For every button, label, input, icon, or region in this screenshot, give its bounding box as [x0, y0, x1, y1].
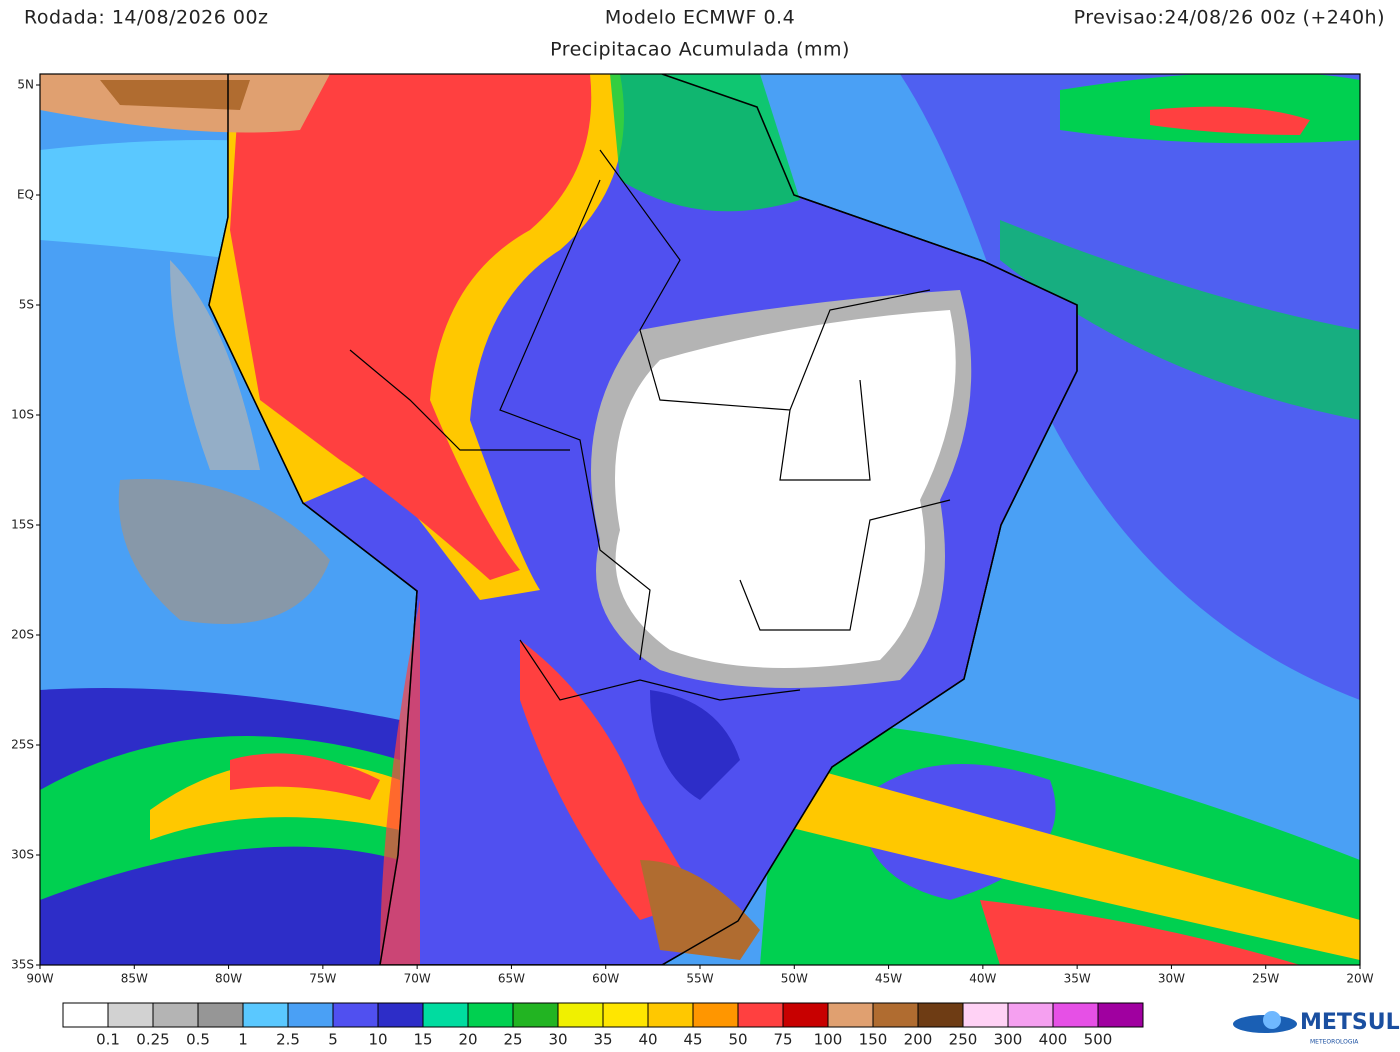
legend-swatch	[872, 1002, 919, 1028]
lon-label: 75W	[309, 972, 336, 986]
lon-label: 35W	[1064, 972, 1091, 986]
legend-label: 15	[413, 1031, 432, 1049]
legend-swatch	[332, 1002, 379, 1028]
legend-label: 0.25	[136, 1031, 169, 1049]
legend-label: 2.5	[276, 1031, 300, 1049]
legend-swatch	[827, 1002, 874, 1028]
lon-label: 70W	[404, 972, 431, 986]
lon-label: 50W	[781, 972, 808, 986]
lon-label: 40W	[969, 972, 996, 986]
legend-swatch	[287, 1002, 334, 1028]
lat-label: 10S	[11, 408, 34, 422]
legend-label: 75	[773, 1031, 792, 1049]
legend-swatch	[242, 1002, 289, 1028]
legend-label: 30	[548, 1031, 567, 1049]
legend-swatch	[1097, 1002, 1144, 1028]
legend-swatch	[107, 1002, 154, 1028]
legend-label: 35	[593, 1031, 612, 1049]
legend-swatch	[1007, 1002, 1054, 1028]
logo-globe	[1263, 1011, 1281, 1029]
legend-label: 50	[728, 1031, 747, 1049]
legend-swatch	[422, 1002, 469, 1028]
legend-swatch	[647, 1002, 694, 1028]
legend-label: 500	[1084, 1031, 1113, 1049]
subtitle: Precipitacao Acumulada (mm)	[550, 39, 850, 61]
logo-name: METSUL	[1300, 1010, 1400, 1035]
lon-label: 85W	[121, 972, 148, 986]
forecast-label: Previsao:24/08/26 00z (+240h)	[1074, 7, 1385, 29]
legend-swatch	[512, 1002, 559, 1028]
lat-label: 35S	[11, 958, 34, 972]
run-label: Rodada: 14/08/2026 00z	[24, 7, 269, 29]
legend-swatch	[377, 1002, 424, 1028]
legend-swatch	[962, 1002, 1009, 1028]
legend-swatch	[1052, 1002, 1099, 1028]
legend-swatch	[197, 1002, 244, 1028]
legend-label: 250	[949, 1031, 978, 1049]
legend-swatch	[62, 1002, 109, 1028]
lat-label: 15S	[11, 518, 34, 532]
legend-label: 0.1	[96, 1031, 120, 1049]
lat-label: 25S	[11, 738, 34, 752]
lat-label: 30S	[11, 848, 34, 862]
legend-swatch	[782, 1002, 829, 1028]
lon-label: 65W	[498, 972, 525, 986]
legend-swatch	[557, 1002, 604, 1028]
legend-label: 25	[503, 1031, 522, 1049]
legend-label: 40	[638, 1031, 657, 1049]
lat-label: 5N	[17, 78, 34, 92]
legend-swatch	[692, 1002, 739, 1028]
legend-swatch	[467, 1002, 514, 1028]
precipitation-map	[40, 74, 1360, 965]
legend-label: 20	[458, 1031, 477, 1049]
lat-label: 5S	[19, 298, 34, 312]
legend-swatch	[737, 1002, 784, 1028]
lon-label: 25W	[1252, 972, 1279, 986]
model-label: Modelo ECMWF 0.4	[605, 7, 795, 29]
lat-label: 20S	[11, 628, 34, 642]
legend-swatch	[152, 1002, 199, 1028]
legend-swatch	[917, 1002, 964, 1028]
legend-swatch	[602, 1002, 649, 1028]
lon-label: 90W	[26, 972, 53, 986]
legend-label: 10	[368, 1031, 387, 1049]
lon-label: 80W	[215, 972, 242, 986]
lon-label: 30W	[1158, 972, 1185, 986]
legend-label: 400	[1039, 1031, 1068, 1049]
logo-tagline: METEOROLOGIA	[1310, 1039, 1359, 1046]
lat-label: EQ	[17, 188, 34, 202]
legend-label: 1	[238, 1031, 248, 1049]
legend-label: 100	[814, 1031, 843, 1049]
lon-label: 55W	[686, 972, 713, 986]
legend-label: 5	[328, 1031, 338, 1049]
legend-label: 45	[683, 1031, 702, 1049]
lon-label: 20W	[1346, 972, 1373, 986]
legend-label: 300	[994, 1031, 1023, 1049]
lon-label: 45W	[875, 972, 902, 986]
legend-label: 150	[859, 1031, 888, 1049]
lon-label: 60W	[592, 972, 619, 986]
legend-label: 200	[904, 1031, 933, 1049]
legend-label: 0.5	[186, 1031, 210, 1049]
